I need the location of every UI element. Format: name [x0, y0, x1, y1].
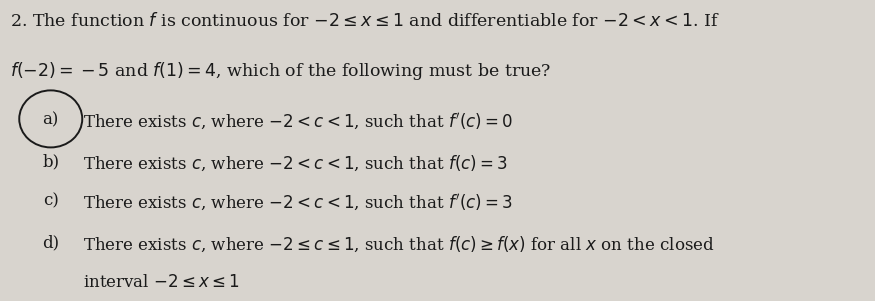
Text: 2. The function $f$ is continuous for $-2 \leq x \leq 1$ and differentiable for : 2. The function $f$ is continuous for $-…: [10, 12, 720, 30]
Text: interval $- 2 \leq x \leq 1$: interval $- 2 \leq x \leq 1$: [83, 274, 240, 291]
Text: There exists $c$, where $- 2 < c < 1$, such that $f'(c) = 3$: There exists $c$, where $- 2 < c < 1$, s…: [83, 193, 513, 213]
Text: b): b): [42, 154, 60, 170]
Text: a): a): [43, 111, 59, 128]
Text: d): d): [42, 235, 60, 252]
Text: There exists $c$, where $- 2 < c < 1$, such that $f'(c) = 0$: There exists $c$, where $- 2 < c < 1$, s…: [83, 111, 514, 132]
Text: There exists $c$, where $- 2 \leq c \leq 1$, such that $f(c) \geq f(x)$ for all : There exists $c$, where $- 2 \leq c \leq…: [83, 235, 715, 254]
Text: $f(-2) =-  5$ and $f(1) = 4$, which of the following must be true?: $f(-2) =- 5$ and $f(1) = 4$, which of th…: [10, 60, 552, 82]
Text: c): c): [43, 193, 59, 209]
Text: There exists $c$, where $- 2 < c < 1$, such that $f(c) = 3$: There exists $c$, where $- 2 < c < 1$, s…: [83, 154, 508, 173]
